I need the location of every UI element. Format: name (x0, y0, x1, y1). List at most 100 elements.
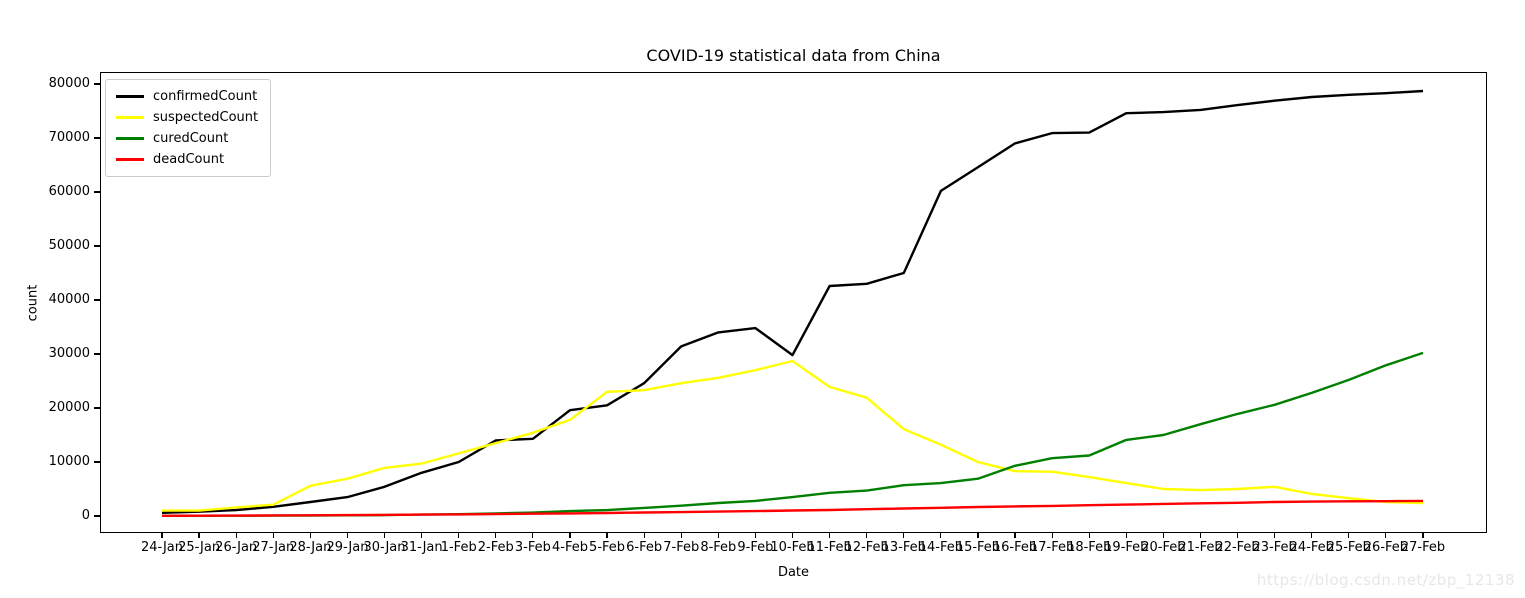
y-tick-mark (94, 191, 100, 193)
x-tick-label: 10-Feb (770, 540, 815, 555)
legend-line-swatch (116, 137, 144, 140)
y-tick-label: 80000 (48, 76, 90, 91)
x-tick-mark (569, 533, 571, 538)
watermark: https://blog.csdn.net/zbp_12138 (1256, 571, 1515, 589)
x-tick-mark (791, 533, 794, 538)
x-tick-mark (458, 533, 460, 538)
x-tick-label: 31-Jan (400, 540, 443, 555)
y-tick-label: 50000 (48, 238, 90, 253)
x-tick-label: 17-Feb (1029, 540, 1075, 555)
x-tick-mark (1088, 533, 1090, 538)
x-tick-label: 5-Feb (589, 540, 626, 555)
x-tick-mark (1125, 533, 1127, 538)
x-tick-mark (754, 533, 756, 538)
legend-item-deadCount: deadCount (116, 149, 258, 170)
x-tick-mark (903, 533, 905, 538)
x-tick-mark (1236, 533, 1239, 538)
x-tick-label: 15-Feb (955, 540, 1001, 555)
x-tick-mark (717, 533, 719, 538)
series-line-curedCount (161, 351, 1424, 517)
x-tick-label: 27-Feb (1400, 540, 1446, 555)
y-tick-label: 20000 (48, 400, 90, 415)
x-tick-mark (606, 533, 608, 538)
x-tick-mark (272, 533, 274, 538)
x-tick-label: 23-Feb (1252, 540, 1297, 555)
x-tick-mark (1348, 533, 1350, 538)
legend: confirmedCount suspectedCount curedCount de… (105, 79, 272, 177)
x-tick-label: 20-Feb (1141, 540, 1186, 555)
chart-title: COVID-19 statistical data from China (646, 46, 941, 65)
legend-label: deadCount (153, 152, 225, 167)
y-tick-label: 10000 (48, 454, 90, 469)
x-tick-label: 30-Jan (363, 540, 406, 555)
legend-label: confirmedCount (153, 89, 258, 104)
y-tick-label: 60000 (48, 184, 90, 199)
x-tick-mark (161, 533, 163, 538)
x-tick-mark (1051, 533, 1053, 538)
x-tick-label: 7-Feb (663, 540, 700, 555)
x-tick-label: 14-Feb (918, 540, 963, 555)
x-tick-mark (198, 533, 200, 538)
y-tick-label: 40000 (48, 292, 90, 307)
series-line-suspectedCount (162, 359, 1424, 512)
x-tick-mark (309, 533, 311, 538)
x-tick-mark (235, 533, 237, 538)
y-tick-mark (94, 515, 100, 517)
y-tick-label: 70000 (48, 130, 90, 145)
legend-label: suspectedCount (153, 110, 259, 125)
series-line-deadCount (161, 499, 1424, 517)
x-tick-label: 25-Jan (178, 540, 221, 555)
x-tick-label: 4-Feb (551, 540, 588, 555)
y-tick-mark (94, 299, 100, 301)
x-tick-label: 12-Feb (844, 540, 889, 555)
x-tick-mark (1422, 533, 1424, 538)
x-tick-label: 24-Feb (1289, 540, 1334, 555)
y-tick-mark (94, 407, 100, 409)
x-tick-label: 13-Feb (881, 540, 926, 555)
x-tick-mark (383, 533, 386, 538)
x-tick-label: 9-Feb (737, 540, 774, 555)
plot-area (100, 72, 1487, 533)
x-tick-label: 24-Jan (141, 540, 183, 555)
x-tick-label: 6-Feb (626, 540, 663, 555)
x-tick-mark (1014, 533, 1016, 538)
x-tick-mark (1162, 533, 1164, 538)
x-tick-label: 27-Jan (252, 540, 295, 555)
legend-line-swatch (116, 158, 144, 161)
y-tick-mark (94, 461, 100, 463)
x-tick-label: 1-Feb (440, 540, 477, 555)
x-tick-label: 26-Feb (1363, 540, 1409, 555)
x-tick-label: 21-Feb (1178, 540, 1223, 555)
x-tick-mark (828, 533, 831, 538)
x-tick-mark (495, 533, 497, 538)
x-tick-mark (1274, 533, 1276, 538)
y-tick-label: 30000 (48, 346, 90, 361)
legend-item-suspectedCount: suspectedCount (116, 107, 258, 128)
x-tick-label: 8-Feb (700, 540, 737, 555)
x-tick-label: 26-Jan (215, 540, 258, 555)
legend-line-swatch (116, 95, 144, 98)
legend-line-swatch (116, 116, 144, 119)
series-line-confirmedCount (161, 89, 1424, 514)
y-tick-label: 0 (81, 508, 90, 523)
x-tick-label: 2-Feb (477, 540, 514, 555)
y-tick-mark (94, 245, 100, 247)
x-tick-label: 18-Feb (1067, 540, 1112, 555)
x-tick-label: 16-Feb (992, 540, 1038, 555)
x-tick-label: 28-Jan (289, 540, 332, 555)
x-tick-mark (940, 533, 942, 538)
x-tick-label: 25-Feb (1326, 540, 1371, 555)
x-tick-label: 3-Feb (514, 540, 551, 555)
legend-item-curedCount: curedCount (116, 128, 258, 149)
x-tick-mark (532, 533, 534, 538)
x-tick-mark (421, 533, 423, 538)
x-axis-label: Date (777, 565, 810, 580)
x-tick-label: 11-Feb (807, 540, 852, 555)
x-tick-mark (1199, 533, 1202, 538)
x-tick-mark (1385, 533, 1387, 538)
y-tick-mark (94, 83, 100, 85)
legend-item-confirmedCount: confirmedCount (116, 86, 258, 107)
x-tick-label: 29-Jan (326, 540, 369, 555)
